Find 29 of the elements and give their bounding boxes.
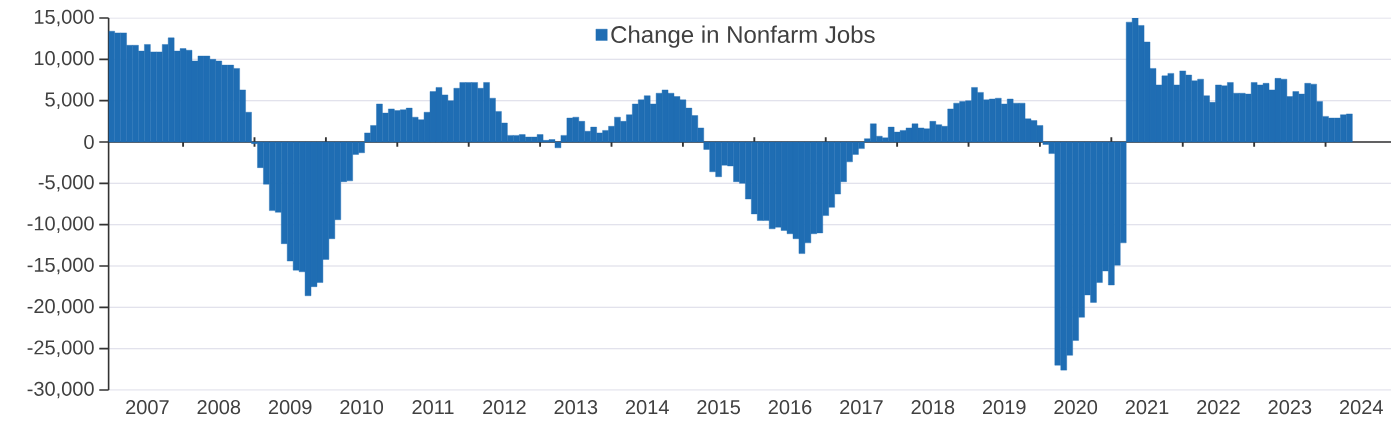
x-tick-label: 2018: [911, 400, 955, 415]
x-tick-label: 2023: [1268, 400, 1312, 415]
x-tick-label: 2020: [1054, 400, 1098, 415]
x-tick-label: 2015: [697, 400, 741, 415]
x-tick-label: 2016: [768, 400, 812, 415]
y-tick-label: -15,000: [27, 257, 94, 275]
y-tick-label: -30,000: [27, 381, 94, 399]
x-tick-label: 2007: [126, 400, 169, 415]
x-tick-label: 2019: [982, 400, 1026, 415]
x-tick-label: 2014: [625, 400, 669, 415]
y-tick-label: -10,000: [27, 216, 94, 233]
y-tick-label: 15,000: [34, 9, 94, 27]
x-tick-label: 2010: [340, 400, 384, 415]
y-tick-label: 0: [84, 134, 94, 150]
y-tick-label: 5,000: [45, 92, 94, 109]
y-tick-label: -25,000: [27, 340, 94, 357]
legend-label: Change in Nonfarm Jobs: [611, 25, 875, 48]
x-tick-label: 2013: [554, 400, 598, 415]
y-tick-label: -20,000: [27, 299, 94, 316]
y-tick-label: 10,000: [34, 51, 94, 68]
y-tick-label: -5,000: [38, 175, 94, 192]
x-tick-label: 2021: [1125, 400, 1169, 415]
x-tick-label: 2008: [197, 400, 241, 415]
x-tick-label: 2009: [268, 400, 312, 415]
x-tick-label: 2011: [412, 400, 454, 415]
x-tick-label: 2017: [840, 400, 883, 415]
x-tick-label: 2022: [1197, 400, 1240, 415]
x-tick-label: 2024: [1340, 400, 1383, 415]
x-tick-label: 2012: [483, 400, 526, 415]
